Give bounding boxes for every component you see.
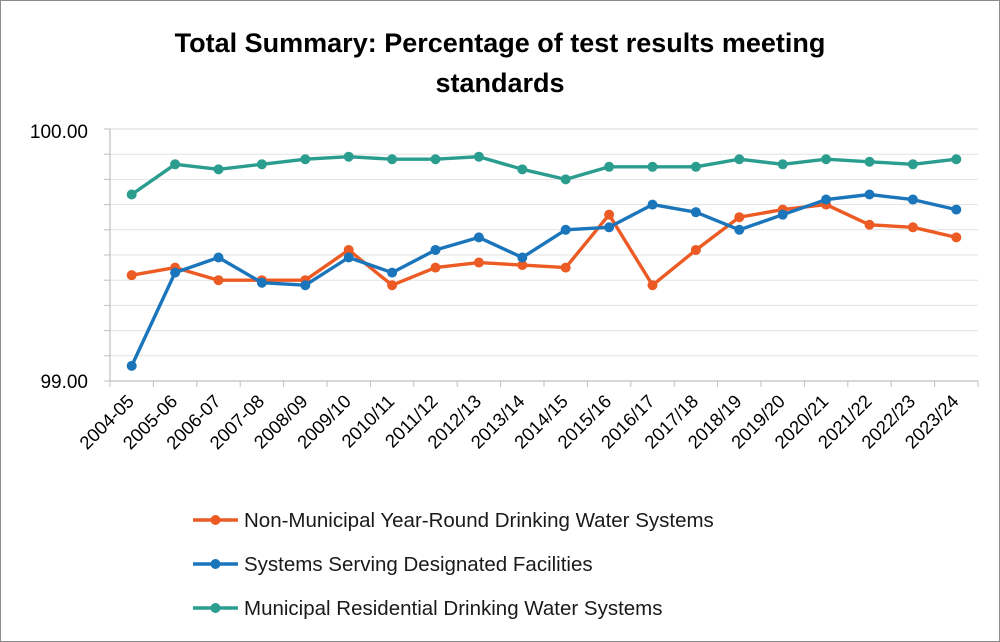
data-point <box>951 154 962 165</box>
data-point <box>430 262 441 273</box>
data-point <box>343 252 354 263</box>
y-axis-tick-labels: 99.00 100.00 <box>30 122 88 393</box>
data-point <box>690 244 701 255</box>
data-point <box>734 212 745 223</box>
data-point <box>387 280 398 291</box>
data-point <box>517 252 528 263</box>
legend-item: Municipal Residential Drinking Water Sys… <box>193 597 663 620</box>
legend-label: Systems Serving Designated Facilities <box>244 553 593 576</box>
data-point <box>951 204 962 215</box>
data-point <box>777 209 788 220</box>
data-point <box>604 161 615 172</box>
data-point <box>387 154 398 165</box>
axes <box>104 128 979 387</box>
data-point <box>690 207 701 218</box>
data-point <box>343 151 354 162</box>
y-tick-label-max: 100.00 <box>30 122 88 143</box>
data-point <box>907 159 918 170</box>
data-point <box>907 194 918 205</box>
legend-marker <box>210 559 221 569</box>
data-point <box>126 189 137 200</box>
data-point <box>256 159 267 170</box>
series-line <box>129 202 958 287</box>
chart-title-line-1: Total Summary: Percentage of test result… <box>175 28 826 58</box>
data-point <box>126 360 137 371</box>
series-layer <box>126 151 962 371</box>
data-point <box>430 244 441 255</box>
series-2 <box>126 189 962 371</box>
data-point <box>907 222 918 233</box>
data-point <box>864 189 875 200</box>
data-point <box>647 280 658 291</box>
series-line <box>129 154 958 197</box>
data-point <box>170 159 181 170</box>
data-point <box>690 161 701 172</box>
legend: Non-Municipal Year-Round Drinking Water … <box>193 509 714 620</box>
data-point <box>343 244 354 255</box>
data-point <box>734 154 745 165</box>
data-point <box>300 280 311 291</box>
data-point <box>517 164 528 175</box>
legend-label: Municipal Residential Drinking Water Sys… <box>244 597 663 620</box>
data-point <box>170 267 181 278</box>
data-point <box>864 156 875 167</box>
chart-title-line-2: standards <box>435 68 564 98</box>
legend-label: Non-Municipal Year-Round Drinking Water … <box>244 509 714 532</box>
legend-item: Non-Municipal Year-Round Drinking Water … <box>193 509 714 532</box>
data-point <box>734 224 745 235</box>
data-point <box>473 232 484 243</box>
chart-title: Total Summary: Percentage of test result… <box>175 28 826 98</box>
data-point <box>560 224 571 235</box>
x-axis-tick-labels: 2004-052005-062006-072007-082008/092009/… <box>75 390 962 453</box>
data-point <box>560 262 571 273</box>
legend-marker <box>210 603 221 613</box>
data-point <box>647 199 658 210</box>
y-tick-label-min: 99.00 <box>40 372 88 393</box>
data-point <box>604 209 615 220</box>
data-point <box>517 260 528 271</box>
data-point <box>864 219 875 230</box>
legend-marker <box>210 515 221 525</box>
data-point <box>473 151 484 162</box>
data-point <box>821 154 832 165</box>
data-point <box>560 174 571 185</box>
data-point <box>647 161 658 172</box>
series-3 <box>126 151 962 200</box>
series-line <box>129 192 958 368</box>
data-point <box>473 257 484 268</box>
data-point <box>213 252 224 263</box>
data-point <box>821 194 832 205</box>
data-point <box>213 164 224 175</box>
data-point <box>213 275 224 286</box>
data-point <box>604 222 615 233</box>
data-point <box>951 232 962 243</box>
legend-item: Systems Serving Designated Facilities <box>193 553 593 576</box>
data-point <box>256 277 267 288</box>
data-point <box>777 159 788 170</box>
data-point <box>126 270 137 281</box>
data-point <box>387 267 398 278</box>
data-point <box>300 154 311 165</box>
data-point <box>430 154 441 165</box>
